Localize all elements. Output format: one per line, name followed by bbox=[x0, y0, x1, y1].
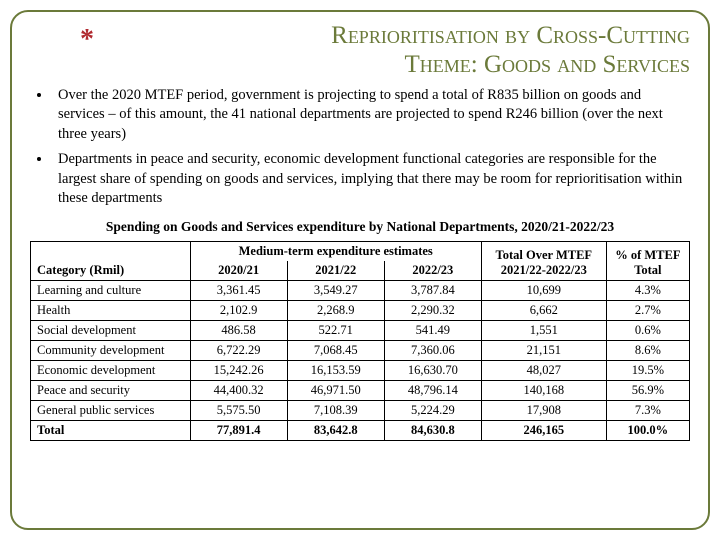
row-value: 2.7% bbox=[606, 300, 689, 320]
row-value: 8.6% bbox=[606, 340, 689, 360]
row-value: 541.49 bbox=[384, 320, 481, 340]
row-category: Economic development bbox=[31, 360, 191, 380]
col-year-1: 2021/22 bbox=[287, 261, 384, 281]
row-category: Community development bbox=[31, 340, 191, 360]
row-value: 7,360.06 bbox=[384, 340, 481, 360]
row-value: 5,224.29 bbox=[384, 400, 481, 420]
row-value: 2,268.9 bbox=[287, 300, 384, 320]
table-row: Community development6,722.297,068.457,3… bbox=[31, 340, 690, 360]
row-category: Peace and security bbox=[31, 380, 191, 400]
row-value: 1,551 bbox=[481, 320, 606, 340]
table-caption: Spending on Goods and Services expenditu… bbox=[30, 219, 690, 235]
bullet-item: Over the 2020 MTEF period, government is… bbox=[52, 86, 690, 145]
row-value: 77,891.4 bbox=[190, 420, 287, 440]
row-value: 2,102.9 bbox=[190, 300, 287, 320]
table-row: Learning and culture3,361.453,549.273,78… bbox=[31, 280, 690, 300]
col-pct: % of MTEF Total bbox=[606, 241, 689, 280]
row-value: 6,722.29 bbox=[190, 340, 287, 360]
row-value: 3,787.84 bbox=[384, 280, 481, 300]
row-value: 10,699 bbox=[481, 280, 606, 300]
row-category: Learning and culture bbox=[31, 280, 191, 300]
bullet-item: Departments in peace and security, econo… bbox=[52, 150, 690, 209]
col-year-0: 2020/21 bbox=[190, 261, 287, 281]
row-value: 2,290.32 bbox=[384, 300, 481, 320]
table-total-row: Total77,891.483,642.884,630.8246,165100.… bbox=[31, 420, 690, 440]
row-value: 16,153.59 bbox=[287, 360, 384, 380]
row-value: 100.0% bbox=[606, 420, 689, 440]
col-mte: Medium-term expenditure estimates bbox=[190, 241, 481, 261]
table-row: Social development486.58522.71541.491,55… bbox=[31, 320, 690, 340]
row-value: 46,971.50 bbox=[287, 380, 384, 400]
row-value: 83,642.8 bbox=[287, 420, 384, 440]
table-row: Economic development15,242.2616,153.5916… bbox=[31, 360, 690, 380]
title-line-1: Reprioritisation by Cross-Cutting bbox=[331, 22, 690, 49]
row-value: 21,151 bbox=[481, 340, 606, 360]
col-category: Category (Rmil) bbox=[31, 241, 191, 280]
row-category: Total bbox=[31, 420, 191, 440]
spending-table: Category (Rmil) Medium-term expenditure … bbox=[30, 241, 690, 441]
row-value: 6,662 bbox=[481, 300, 606, 320]
col-year-2: 2022/23 bbox=[384, 261, 481, 281]
row-value: 3,361.45 bbox=[190, 280, 287, 300]
row-value: 19.5% bbox=[606, 360, 689, 380]
row-value: 44,400.32 bbox=[190, 380, 287, 400]
row-category: Health bbox=[31, 300, 191, 320]
asterisk-icon: * bbox=[80, 24, 94, 56]
col-total-over: Total Over MTEF 2021/22-2022/23 bbox=[481, 241, 606, 280]
row-value: 17,908 bbox=[481, 400, 606, 420]
row-value: 0.6% bbox=[606, 320, 689, 340]
bullet-list: Over the 2020 MTEF period, government is… bbox=[30, 86, 690, 209]
row-value: 7,108.39 bbox=[287, 400, 384, 420]
slide-frame: * Reprioritisation by Cross-Cutting Them… bbox=[10, 10, 710, 530]
row-value: 3,549.27 bbox=[287, 280, 384, 300]
row-value: 16,630.70 bbox=[384, 360, 481, 380]
table-row: Peace and security44,400.3246,971.5048,7… bbox=[31, 380, 690, 400]
row-category: Social development bbox=[31, 320, 191, 340]
row-value: 140,168 bbox=[481, 380, 606, 400]
row-value: 15,242.26 bbox=[190, 360, 287, 380]
table-row: Health2,102.92,268.92,290.326,6622.7% bbox=[31, 300, 690, 320]
table-body: Learning and culture3,361.453,549.273,78… bbox=[31, 280, 690, 440]
title-row: * Reprioritisation by Cross-Cutting Them… bbox=[30, 22, 690, 80]
table-row: General public services5,575.507,108.395… bbox=[31, 400, 690, 420]
slide-title: Reprioritisation by Cross-Cutting Theme:… bbox=[106, 22, 690, 80]
row-value: 522.71 bbox=[287, 320, 384, 340]
row-value: 7.3% bbox=[606, 400, 689, 420]
row-value: 48,027 bbox=[481, 360, 606, 380]
row-value: 246,165 bbox=[481, 420, 606, 440]
row-value: 4.3% bbox=[606, 280, 689, 300]
row-category: General public services bbox=[31, 400, 191, 420]
row-value: 56.9% bbox=[606, 380, 689, 400]
title-line-2: Theme: Goods and Services bbox=[405, 51, 691, 78]
row-value: 5,575.50 bbox=[190, 400, 287, 420]
row-value: 48,796.14 bbox=[384, 380, 481, 400]
row-value: 7,068.45 bbox=[287, 340, 384, 360]
row-value: 84,630.8 bbox=[384, 420, 481, 440]
row-value: 486.58 bbox=[190, 320, 287, 340]
